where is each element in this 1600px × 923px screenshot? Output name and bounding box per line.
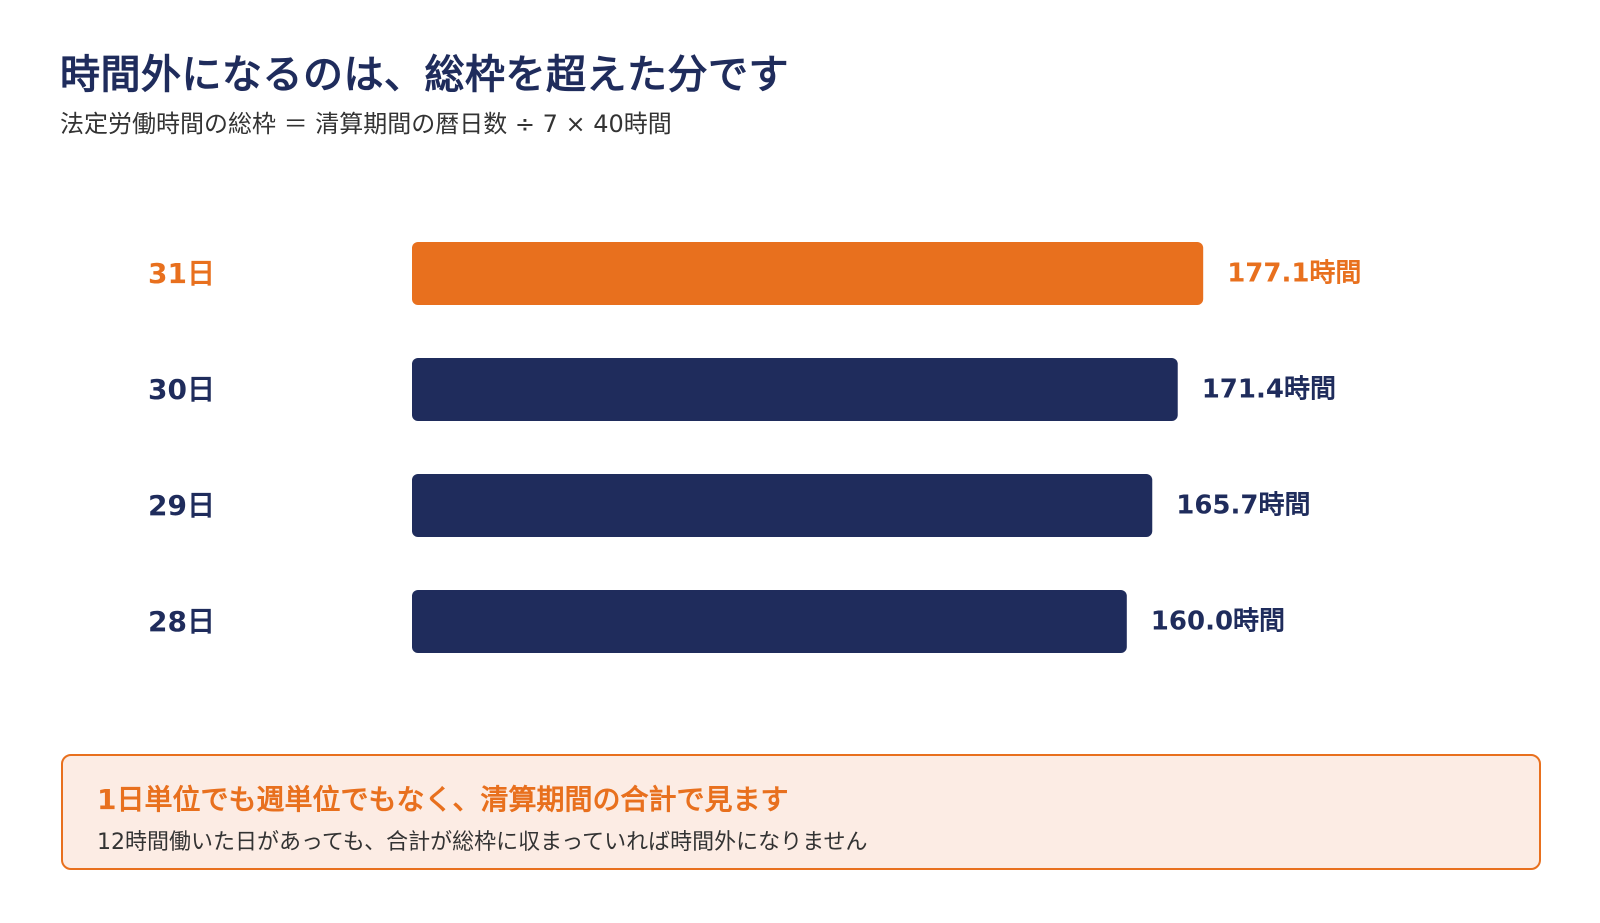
value-label: 160.0時間	[1151, 607, 1285, 637]
bar-chart: 31日 177.1時間 30日 171.4時間 29日 165.7時間 28日 160.0時間	[148, 242, 1361, 653]
value-label: 177.1時間	[1227, 259, 1361, 289]
bar	[412, 358, 1178, 421]
value-label: 171.4時間	[1202, 375, 1336, 405]
category-label: 29日	[148, 489, 215, 522]
category-label: 28日	[148, 605, 215, 638]
callout-box: 1日単位でも週単位でもなく、清算期間の合計で見ます 12時間働いた日があっても、…	[61, 754, 1541, 870]
category-label: 30日	[148, 373, 215, 406]
bar	[412, 590, 1127, 653]
page-subtitle: 法定労働時間の総枠 ＝ 清算期間の暦日数 ÷ 7 × 40時間	[60, 110, 672, 138]
category-label: 31日	[148, 257, 215, 290]
value-label: 165.7時間	[1176, 491, 1310, 521]
callout-heading: 1日単位でも週単位でもなく、清算期間の合計で見ます	[97, 783, 789, 816]
page-title: 時間外になるのは、総枠を超えた分です	[60, 52, 789, 98]
bar	[412, 242, 1204, 305]
callout-body: 12時間働いた日があっても、合計が総枠に収まっていれば時間外になりません	[97, 830, 868, 855]
bar	[412, 474, 1153, 537]
